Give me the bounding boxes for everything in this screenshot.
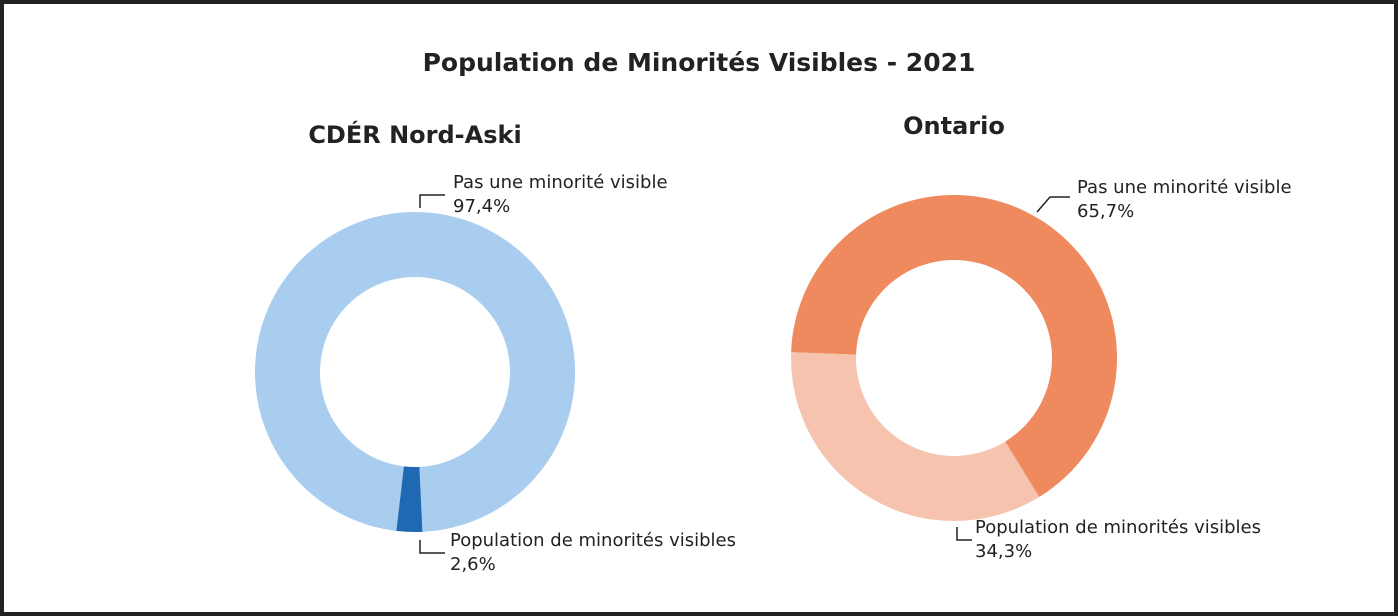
donut-slice	[255, 211, 575, 532]
slice-label: Population de minorités visibles	[975, 517, 1261, 538]
donut-slice	[791, 195, 1117, 498]
donut-slice	[791, 352, 1040, 521]
slice-label: Pas une minorité visible	[453, 172, 668, 193]
chart-subtitle: Ontario	[903, 112, 1005, 140]
slice-label: Population de minorités visibles	[450, 530, 736, 551]
value-label: 2,6%	[450, 554, 496, 575]
leader-line	[956, 527, 972, 541]
leader-line	[419, 194, 445, 208]
chart-subtitle: CDÉR Nord-Aski	[308, 120, 521, 149]
chart-title: Population de Minorités Visibles - 2021	[423, 48, 976, 77]
slice-label: Pas une minorité visible	[1077, 177, 1292, 198]
value-label: 65,7%	[1077, 201, 1134, 222]
leader-line	[419, 540, 445, 554]
value-label: 34,3%	[975, 541, 1032, 562]
value-label: 97,4%	[453, 196, 510, 217]
donut-slice	[396, 466, 423, 532]
leader-line	[1036, 196, 1070, 213]
